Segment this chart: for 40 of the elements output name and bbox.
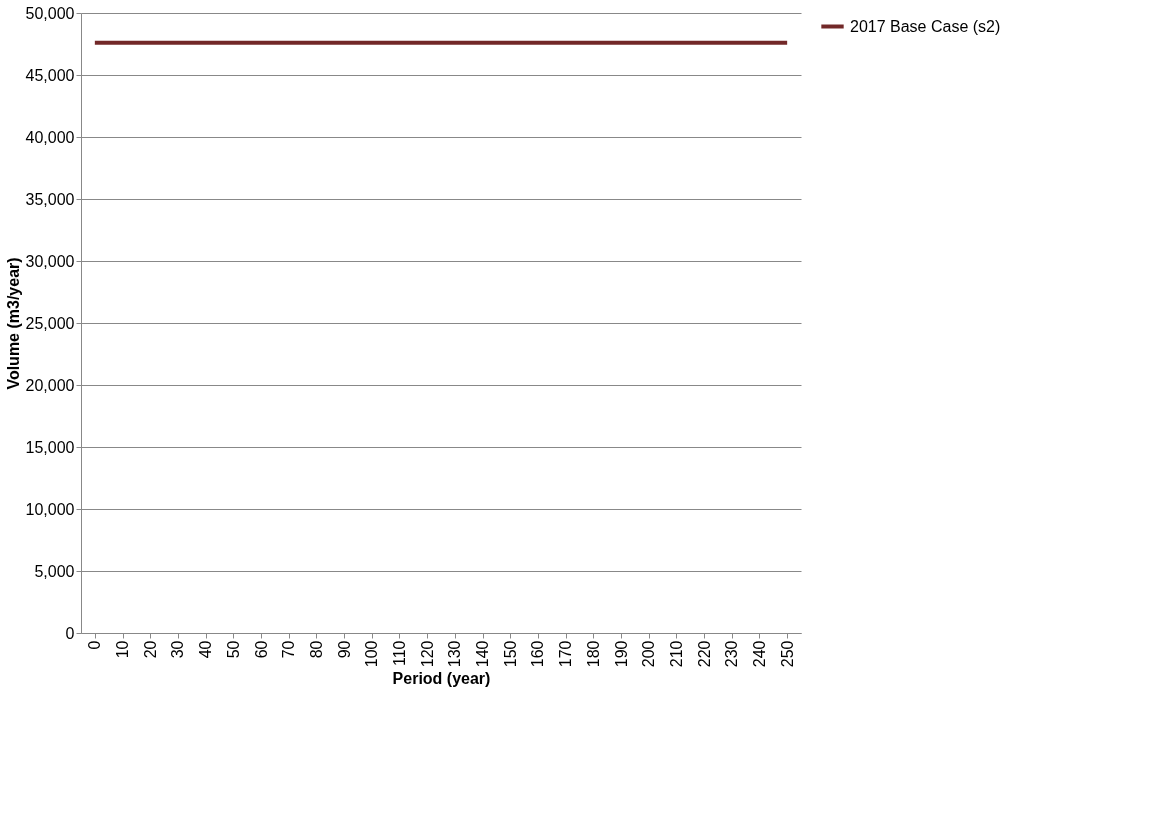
x-tick-label: 40: [197, 640, 215, 659]
x-tick-label: 240: [750, 640, 768, 668]
x-tick-label: 70: [280, 640, 298, 659]
x-axis-title: Period (year): [392, 670, 491, 688]
x-tick-label: 230: [723, 640, 741, 668]
x-tick-label: 170: [557, 640, 575, 668]
y-tick-label: 50,000: [25, 4, 75, 22]
x-tick-label: 30: [169, 640, 187, 659]
y-axis-title: Volume (m3/year): [4, 257, 22, 390]
x-tick-label: 140: [474, 640, 492, 668]
y-tick-label: 15,000: [25, 438, 75, 456]
x-tick-label: 220: [695, 640, 713, 668]
x-tick-label: 150: [501, 640, 519, 668]
x-tick-label: 20: [141, 640, 159, 659]
x-tick-label: 50: [224, 640, 242, 659]
x-tick-label: 120: [418, 640, 436, 668]
x-tick-label: 180: [584, 640, 602, 668]
y-tick-label: 40,000: [25, 128, 75, 146]
x-tick-label: 90: [335, 640, 353, 659]
y-tick-label: 30,000: [25, 252, 75, 270]
x-tick-label: 190: [612, 640, 630, 668]
y-tick-label: 5,000: [34, 562, 75, 580]
y-tick-label: 20,000: [25, 376, 75, 394]
y-tick-label: 10,000: [25, 500, 75, 518]
x-tick-label: 250: [778, 640, 796, 668]
y-tick-label: 25,000: [25, 314, 75, 332]
x-tick-label: 210: [667, 640, 685, 668]
y-tick-label: 0: [65, 624, 75, 642]
x-tick-label: 200: [640, 640, 658, 668]
y-tick-label: 35,000: [25, 190, 75, 208]
y-tick-label: 45,000: [25, 66, 75, 84]
x-tick-label: 100: [363, 640, 381, 668]
x-tick-label: 0: [86, 640, 104, 650]
x-tick-label: 130: [446, 640, 464, 668]
x-tick-label: 160: [529, 640, 547, 668]
x-tick-label: 110: [390, 640, 408, 667]
x-tick-label: 60: [252, 640, 270, 659]
legend-label: 2017 Base Case (s2): [850, 17, 1001, 35]
x-tick-label: 80: [307, 640, 325, 659]
x-tick-label: 10: [114, 640, 132, 659]
